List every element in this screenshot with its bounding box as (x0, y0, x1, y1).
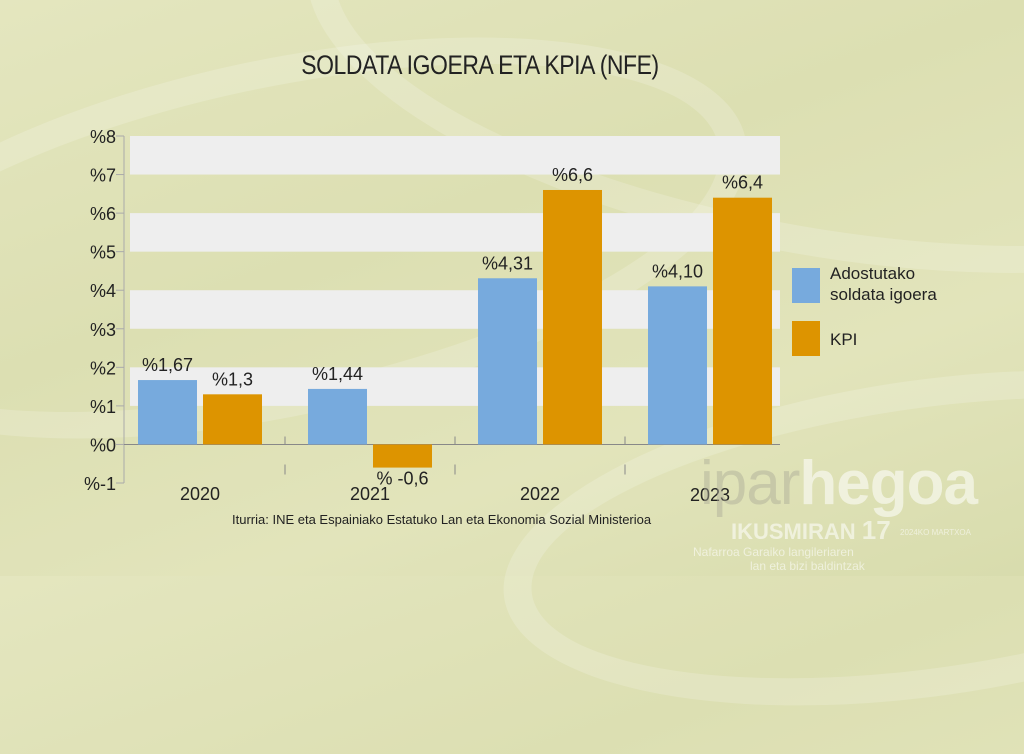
bar-kpi-2023 (713, 197, 772, 445)
logo-line1: Nafarroa Garaiko langileriaren (693, 545, 854, 559)
bar-wage-2020 (138, 380, 197, 445)
legend-swatch-kpi (792, 321, 820, 356)
x-tick-label: 2022 (520, 484, 560, 504)
logo-number: 17 (861, 515, 891, 545)
data-label: % -0,6 (376, 469, 428, 489)
legend-line-2: soldata igoera (830, 285, 937, 304)
y-tick-label: %3 (90, 320, 116, 340)
logo-line2: lan eta bizi baldintzak (750, 559, 865, 573)
data-label: %1,3 (212, 369, 253, 389)
data-label: %1,44 (312, 364, 363, 384)
bar-chart: %-1 %0 %1 %2 %3 %4 %5 %6 %7 %8 2020 %1,67 %1,3 2021 %1… (84, 127, 780, 505)
data-label: %1,67 (142, 355, 193, 375)
data-label: %6,4 (722, 173, 763, 193)
legend-label-wage: Adostutako soldata igoera (830, 263, 937, 305)
data-label: %4,31 (482, 253, 533, 273)
y-tick-label: %7 (90, 166, 116, 186)
x-tick-label: 2023 (690, 485, 730, 505)
legend-swatch-wage (792, 268, 820, 303)
logo-text-bold: hegoa (799, 449, 978, 518)
logo-date: 2024KO MARTXOA (900, 528, 971, 537)
bar-kpi-2021 (373, 444, 432, 468)
bar-kpi-2020 (203, 394, 262, 445)
grid-band (130, 213, 780, 252)
y-tick-label: %4 (90, 281, 116, 301)
y-tick-label: %0 (90, 435, 116, 455)
y-tick-label: %1 (90, 397, 116, 417)
y-tick-label: %2 (90, 358, 116, 378)
bar-wage-2022 (478, 278, 537, 445)
chart-title: SOLDATA IGOERA ETA KPIA (NFE) (301, 50, 659, 80)
logo-series: IKUSMIRAN (731, 519, 856, 544)
y-tick-label: %-1 (84, 474, 116, 494)
source-note: Iturria: INE eta Espainiako Estatuko Lan… (232, 512, 652, 527)
grid-band (130, 136, 780, 175)
x-tick-label: 2020 (180, 484, 220, 504)
y-tick-label: %8 (90, 127, 116, 147)
data-label: %6,6 (552, 165, 593, 185)
y-tick-label: %6 (90, 204, 116, 224)
legend-label-kpi: KPI (830, 330, 858, 349)
logo-text-light: ipar (700, 449, 800, 518)
legend-line-1: Adostutako (830, 264, 916, 283)
bar-wage-2021 (308, 388, 367, 445)
data-label: %4,10 (652, 261, 703, 281)
x-tick-label: 2021 (350, 484, 390, 504)
y-tick-label: %5 (90, 243, 116, 263)
bar-kpi-2022 (543, 189, 602, 445)
bar-wage-2023 (648, 286, 707, 445)
